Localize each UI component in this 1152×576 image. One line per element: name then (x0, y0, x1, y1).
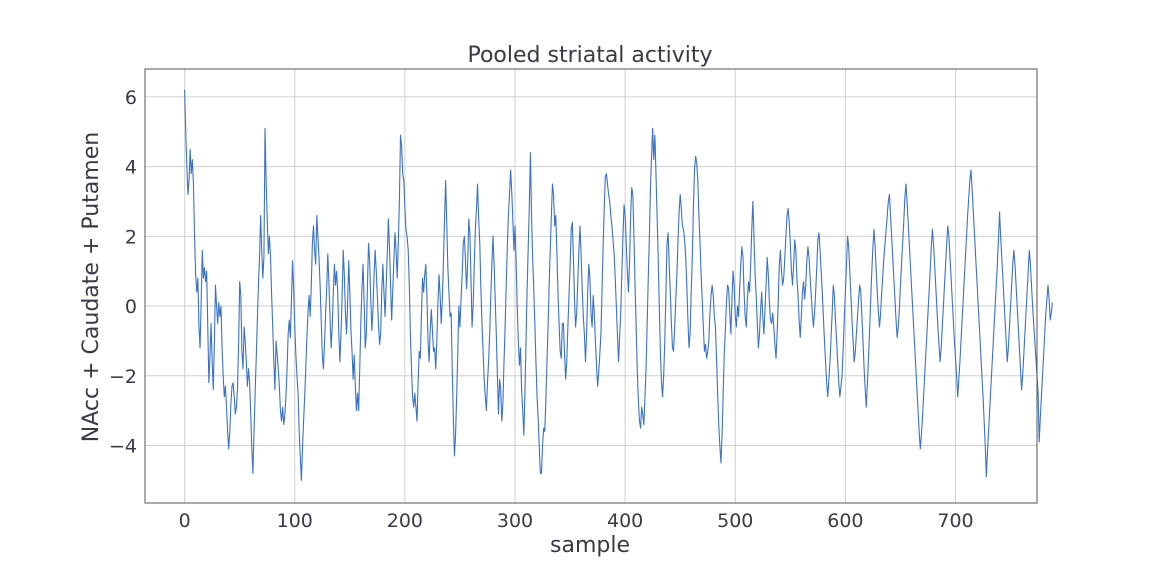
y-tick-label: 4 (125, 157, 137, 179)
series-line (184, 89, 1053, 481)
x-tick-label: 100 (277, 510, 313, 532)
y-tick-label: 2 (125, 226, 137, 248)
y-tick-label: −4 (109, 435, 137, 457)
x-axis-label: sample (550, 533, 630, 558)
x-tick-label: 700 (937, 510, 973, 532)
y-axis-label: NAcc + Caudate + Putamen (79, 132, 104, 442)
y-tick-label: 0 (125, 296, 137, 318)
y-tick-label: 6 (125, 87, 137, 109)
x-tick-label: 200 (387, 510, 423, 532)
y-tick-label: −2 (109, 366, 137, 388)
grid (145, 69, 1037, 503)
x-tick-label: 500 (717, 510, 753, 532)
x-tick-label: 400 (607, 510, 643, 532)
y-axis-ticks: −4 −2 0 2 4 6 (109, 87, 137, 458)
x-tick-label: 0 (179, 510, 191, 532)
x-tick-label: 300 (497, 510, 533, 532)
plot-frame (144, 68, 1038, 504)
x-axis-ticks: 0 100 200 300 400 500 600 700 (179, 510, 974, 532)
chart-title: Pooled striatal activity (467, 43, 712, 68)
x-tick-label: 600 (827, 510, 863, 532)
